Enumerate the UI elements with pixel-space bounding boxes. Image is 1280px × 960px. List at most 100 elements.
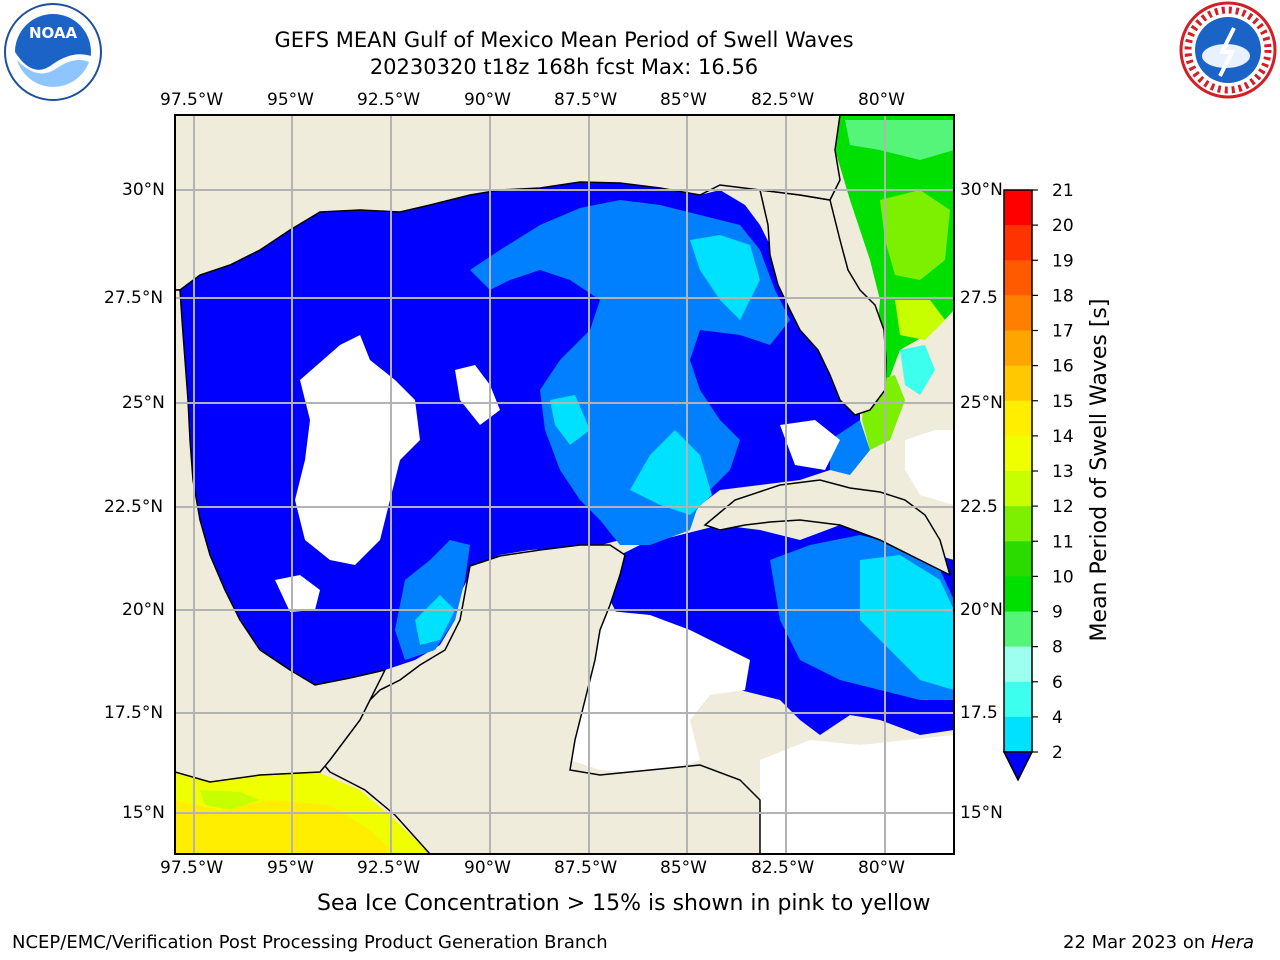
colorbar-tick-label: 18 bbox=[1052, 286, 1074, 306]
no-data-zone-caribbean bbox=[560, 610, 750, 775]
colorbar-tick-label: 19 bbox=[1052, 251, 1074, 271]
noaa-logo-text: NOAA bbox=[29, 24, 78, 42]
lat-label-left: 15°N bbox=[122, 803, 165, 823]
noaa-logo: NOAA bbox=[3, 2, 103, 102]
run-host: Hera bbox=[1211, 932, 1255, 953]
cuba-landmass bbox=[703, 479, 952, 577]
lat-label-right: 22.5 bbox=[960, 497, 998, 517]
lat-label-left: 27.5°N bbox=[104, 288, 164, 308]
colorbar-segment bbox=[1004, 611, 1032, 648]
colorbar-tick-label: 20 bbox=[1052, 216, 1074, 236]
map-frame bbox=[174, 114, 955, 855]
lon-label-top: 82.5°W bbox=[751, 90, 815, 110]
colorbar-tick-label: 17 bbox=[1052, 322, 1074, 342]
swell-atlantic-13-14s bbox=[895, 300, 945, 340]
no-data-zone-atlantic bbox=[905, 430, 954, 505]
lat-label-left: 20°N bbox=[122, 600, 165, 620]
lon-label-bottom: 82.5°W bbox=[751, 858, 815, 878]
no-data-zone-se-gulf bbox=[455, 365, 500, 425]
colorbar-segment bbox=[1004, 681, 1032, 718]
no-data-zone-sw bbox=[275, 575, 320, 612]
lon-label-bottom: 80°W bbox=[858, 858, 905, 878]
swell-2-4s-east-gulf bbox=[470, 200, 790, 545]
lon-label-top: 92.5°W bbox=[357, 90, 421, 110]
colorbar: 21 20 19 18 17 16 15 14 13 12 11 10 9 8 6 4 2 bbox=[1003, 181, 1074, 763]
national-weather-service-logo bbox=[1176, 0, 1280, 100]
lat-label-right: 15°N bbox=[960, 803, 1003, 823]
sea-ice-note: Sea Ice Concentration > 15% is shown in … bbox=[317, 891, 931, 916]
colorbar-segment bbox=[1004, 716, 1032, 753]
swell-atlantic-12-13s bbox=[880, 190, 950, 280]
colorbar-segment bbox=[1004, 471, 1032, 507]
chart-subtitle: 20230320 t18z 168h fcst Max: 16.56 bbox=[369, 55, 759, 79]
colorbar-segment bbox=[1004, 365, 1032, 402]
no-data-zone-straits bbox=[780, 420, 840, 470]
colorbar-tick-label: 15 bbox=[1052, 392, 1074, 412]
swell-4-6s-central bbox=[630, 430, 712, 515]
colorbar-tick-label: 16 bbox=[1052, 357, 1074, 377]
colorbar-segment bbox=[1004, 435, 1032, 472]
lon-label-top: 85°W bbox=[660, 90, 707, 110]
colorbar-tick-label: 9 bbox=[1052, 603, 1063, 623]
lat-label-right: 20°N bbox=[960, 600, 1003, 620]
lon-label-top: 80°W bbox=[858, 90, 905, 110]
lon-label-top: 87.5°W bbox=[554, 90, 618, 110]
run-date: 22 Mar 2023 on Hera bbox=[1063, 932, 1254, 953]
lat-label-left: 22.5°N bbox=[104, 497, 164, 517]
branch-credit: NCEP/EMC/Verification Post Processing Pr… bbox=[12, 932, 608, 953]
colorbar-segment bbox=[1004, 576, 1032, 612]
lon-label-top: 95°W bbox=[267, 90, 314, 110]
lon-label-top: 90°W bbox=[464, 90, 511, 110]
colorbar-segment bbox=[1004, 400, 1032, 437]
swell-florida-straits-cyan bbox=[900, 345, 935, 395]
florida-landmass bbox=[759, 189, 887, 416]
colorbar-segment bbox=[1004, 225, 1032, 261]
graticule bbox=[175, 115, 954, 854]
lon-label-bottom: 92.5°W bbox=[357, 858, 421, 878]
colorbar-tick-label: 11 bbox=[1052, 532, 1074, 552]
lon-label-bottom: 87.5°W bbox=[554, 858, 618, 878]
lon-label-bottom: 90°W bbox=[464, 858, 511, 878]
swell-pacific-14s bbox=[200, 790, 260, 810]
colorbar-segment bbox=[1004, 541, 1032, 577]
colorbar-tick-label: 12 bbox=[1052, 497, 1074, 517]
run-date-text: 22 Mar 2023 on bbox=[1063, 932, 1206, 953]
lon-label-bottom: 85°W bbox=[660, 858, 707, 878]
swell-2-4s-campeche bbox=[395, 540, 470, 660]
lat-label-right: 30°N bbox=[960, 180, 1003, 200]
colorbar-label: Mean Period of Swell Waves [s] bbox=[1087, 299, 1112, 642]
lon-label-top: 97.5°W bbox=[160, 90, 224, 110]
chart-title: GEFS MEAN Gulf of Mexico Mean Period of … bbox=[274, 28, 854, 52]
colorbar-tick-label: 10 bbox=[1052, 567, 1074, 587]
mexico-west-landmass bbox=[175, 289, 387, 783]
colorbar-segment bbox=[1004, 295, 1032, 331]
colorbar-segment bbox=[1004, 506, 1032, 542]
lat-label-left: 25°N bbox=[122, 393, 165, 413]
swell-4-6s-campeche bbox=[415, 595, 455, 645]
lon-label-bottom: 97.5°W bbox=[160, 858, 224, 878]
colorbar-under-triangle bbox=[1002, 751, 1034, 782]
lat-label-right: 17.5 bbox=[960, 703, 998, 723]
lon-label-bottom: 95°W bbox=[267, 858, 314, 878]
colorbar-segment bbox=[1004, 260, 1032, 296]
no-data-zone-caribbean-south bbox=[760, 735, 954, 854]
colorbar-tick-label: 14 bbox=[1052, 427, 1074, 447]
lat-label-right: 25°N bbox=[960, 393, 1003, 413]
central-america-landmass bbox=[319, 544, 761, 854]
colorbar-tick-label: 2 bbox=[1052, 743, 1063, 763]
colorbar-tick-label: 8 bbox=[1052, 638, 1063, 658]
colorbar-segment bbox=[1004, 646, 1032, 683]
swell-2-4s-straits bbox=[830, 420, 870, 475]
swell-4-6s-caribbean bbox=[860, 555, 954, 690]
lat-label-right: 27.5 bbox=[960, 288, 998, 308]
colorbar-segment bbox=[1004, 190, 1032, 226]
colorbar-tick-label: 13 bbox=[1052, 462, 1074, 482]
lat-label-left: 30°N bbox=[122, 180, 165, 200]
colorbar-segment bbox=[1004, 330, 1032, 367]
colorbar-tick-label: 21 bbox=[1052, 181, 1074, 201]
lat-label-left: 17.5°N bbox=[104, 703, 164, 723]
swell-atlantic-9-10s bbox=[845, 120, 954, 160]
colorbar-tick-label: 4 bbox=[1052, 708, 1063, 728]
swell-4-6s-mid bbox=[550, 395, 590, 445]
